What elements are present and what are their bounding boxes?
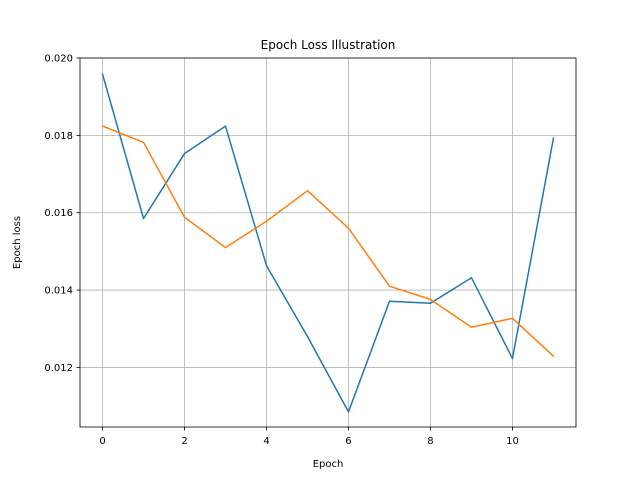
series-line-2	[101, 125, 555, 358]
y-axis-ticks: 0.012 0.014 0.016 0.018 0.020	[44, 54, 80, 374]
x-tick-label: 8	[427, 436, 433, 447]
series-line-1	[101, 73, 555, 413]
y-tick-label: 0.016	[44, 208, 73, 219]
y-tick-label: 0.018	[44, 131, 73, 142]
x-tick-label: 2	[181, 436, 187, 447]
plot-area	[80, 58, 576, 427]
series-lines	[101, 73, 555, 413]
y-tick-label: 0.014	[44, 286, 73, 297]
x-tick-label: 6	[345, 436, 351, 447]
axes-frame	[79, 57, 577, 428]
chart-title: Epoch Loss Illustration	[261, 38, 396, 52]
x-tick-label: 4	[263, 436, 269, 447]
x-tick-label: 10	[506, 436, 519, 447]
y-tick-label: 0.012	[44, 363, 73, 374]
y-tick-label: 0.020	[44, 54, 73, 65]
y-axis-label: Epoch loss	[12, 216, 23, 269]
x-tick-label: 0	[99, 436, 105, 447]
x-axis-ticks: 0 2 4 6 8 10	[99, 427, 519, 447]
x-axis-label: Epoch	[313, 459, 344, 470]
